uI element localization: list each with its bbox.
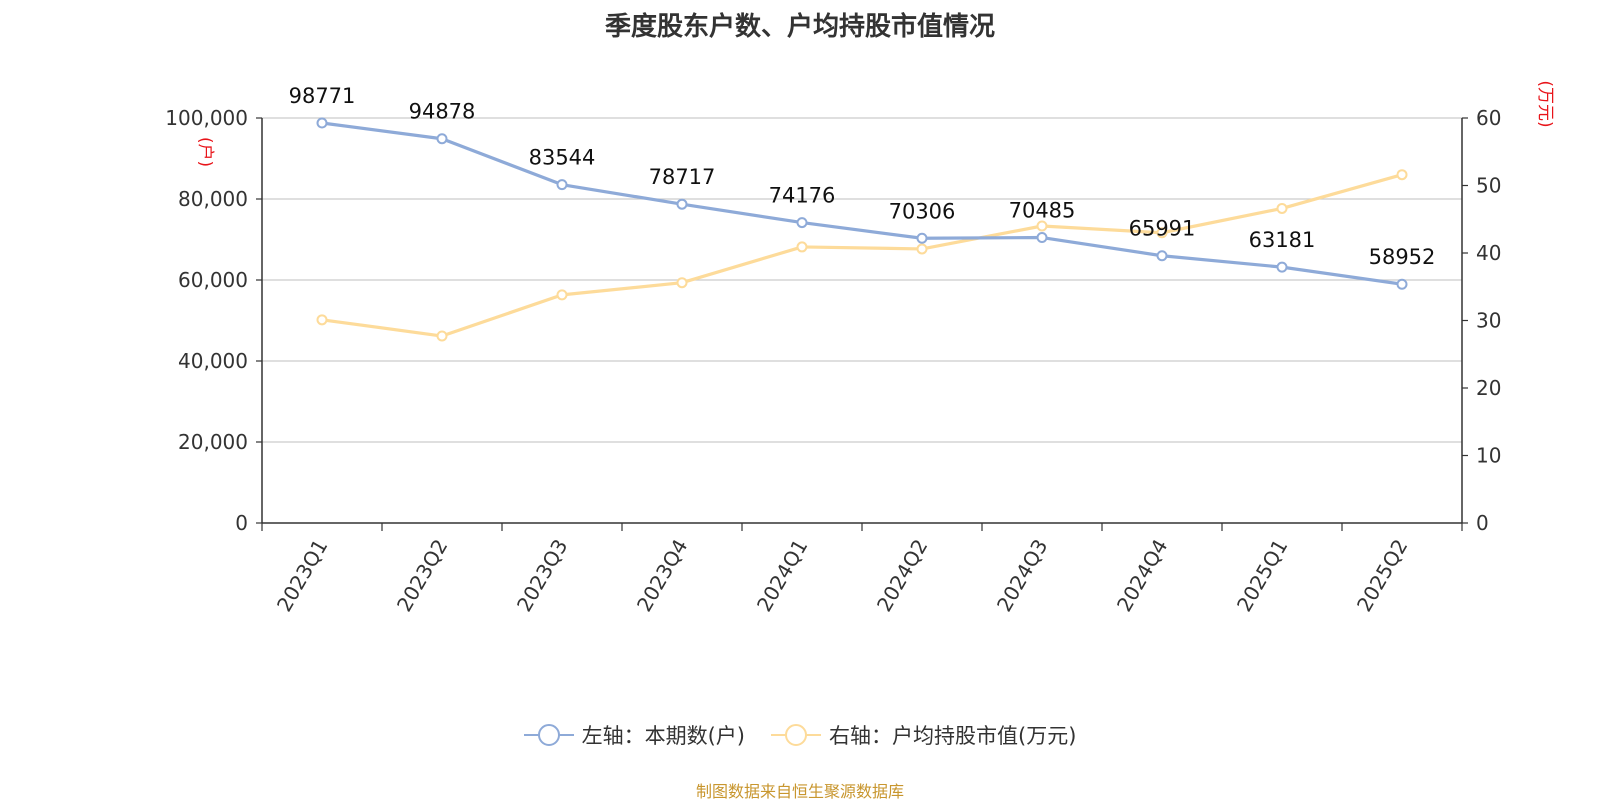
data-point-left [1036,232,1048,244]
x-axis-tick-label: 2024Q3 [992,535,1052,616]
right-axis-tick-label: 20 [1476,376,1501,400]
x-axis-tick-label: 2025Q1 [1232,535,1292,616]
data-label-left: 98771 [289,84,356,108]
legend-right-series-icon [771,724,821,746]
data-point-left [1396,278,1408,290]
x-axis-tick-label: 2023Q4 [632,535,692,616]
data-point-left [1276,261,1288,273]
right-axis-tick-label: 0 [1476,511,1489,535]
series-line-right [321,173,1403,338]
data-point-left [316,117,328,129]
x-axis-tick-label: 2024Q1 [752,535,812,616]
data-point-right [436,330,448,342]
data-point-right [1156,227,1168,239]
data-point-left [676,198,688,210]
data-label-left: 63181 [1249,228,1316,252]
legend-item-left-series[interactable]: 左轴：本期数(户) [523,720,745,750]
source-note: 制图数据来自恒生聚源数据库 [695,782,904,801]
data-label-left: 70485 [1009,199,1076,223]
right-axis-tick-label: 40 [1476,241,1501,265]
series-line-left [321,121,1403,286]
data-point-right [1396,169,1408,181]
right-axis-tick-label: 60 [1476,106,1501,130]
data-point-left [436,133,448,145]
legend-left-series-icon [523,724,574,746]
data-point-right [556,289,568,301]
left-axis-tick-label: 100,000 [165,106,248,130]
data-point-right [1276,202,1288,214]
legend-item-right-series[interactable]: 右轴：户均持股市值(万元) [771,720,1076,750]
legend-right-series-label: 右轴：户均持股市值(万元) [829,724,1077,748]
right-axis-tick-label: 50 [1476,174,1501,198]
data-point-left [916,232,928,244]
data-point-right [316,314,328,326]
x-axis-tick-label: 2025Q2 [1352,535,1412,616]
axes: 0 20,000 40,000 60,000 80,000 100,000 0 10 20 30 4… [165,80,1555,615]
data-point-left [796,217,808,229]
x-axis-tick-label: 2023Q2 [392,535,452,616]
data-label-left: 70306 [889,199,956,223]
data-label-left: 83544 [529,146,596,170]
right-axis-unit-label: (万元) [1535,80,1555,127]
left-axis-tick-label: 80,000 [178,187,248,211]
left-axis-tick-label: 40,000 [178,349,248,373]
left-axis-tick-label: 0 [235,511,248,535]
left-axis-unit-label: (户) [195,137,215,167]
data-point-left [556,179,568,191]
series-layer [316,117,1408,342]
x-axis-tick-label: 2023Q1 [272,535,332,616]
x-axis-tick-label: 2023Q3 [512,535,572,616]
data-label-left: 74176 [769,184,836,208]
data-label-left: 94878 [409,100,476,124]
data-point-right [1036,220,1048,232]
x-axis-tick-label: 2024Q4 [1112,535,1172,616]
data-label-left: 58952 [1369,245,1436,269]
grid-lines [262,117,1462,443]
data-label-left: 65991 [1129,217,1196,241]
data-label-left: 78717 [649,165,716,189]
left-axis-tick-label: 60,000 [178,268,248,292]
x-axis-tick-label: 2024Q2 [872,535,932,616]
data-point-right [676,277,688,289]
chart-title: 季度股东户数、户均持股市值情况 [604,12,995,42]
data-point-left [1156,250,1168,262]
legend: 左轴：本期数(户) 右轴：户均持股市值(万元) [0,720,1600,750]
left-axis-tick-label: 20,000 [178,430,248,454]
data-point-right [916,243,928,255]
data-point-right [796,241,808,253]
data-labels: 98771 94878 83544 78717 74176 70306 70485 65991… [289,84,1436,269]
legend-left-series-label: 左轴：本期数(户) [581,724,745,748]
right-axis-tick-label: 10 [1476,444,1501,468]
right-axis-tick-label: 30 [1476,309,1501,333]
